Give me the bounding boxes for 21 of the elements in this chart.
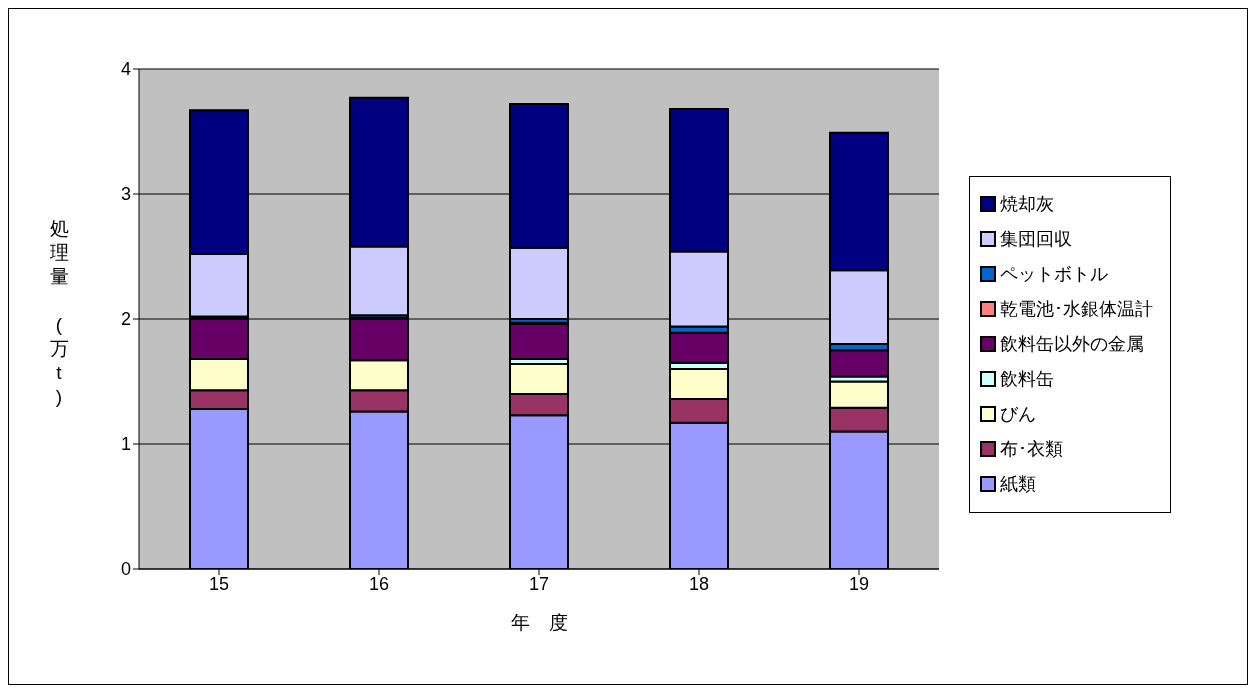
y-tick-label: 3 (120, 184, 131, 205)
x-tick-label: 15 (208, 573, 230, 594)
legend-label: 集団回収 (1000, 228, 1072, 251)
text: 処理量 (万t) (49, 218, 69, 407)
y-tick-label: 0 (120, 559, 131, 580)
x-tick-label: 19 (848, 573, 870, 594)
legend-label: びん (1000, 403, 1036, 426)
legend-label: ペットボトル (1000, 263, 1108, 286)
legend-label: 焼却灰 (1000, 193, 1054, 216)
legend-label: 飲料缶 (1000, 368, 1054, 391)
x-tick-label: 17 (528, 573, 550, 594)
x-tick-label: 16 (368, 573, 390, 594)
x-axis-title: 年 度 (510, 612, 568, 633)
legend-label: 紙類 (1000, 473, 1036, 496)
y-tick-label: 4 (120, 59, 131, 80)
x-tick-label: 18 (688, 573, 710, 594)
y-tick-label: 2 (120, 309, 131, 330)
legend-label: 乾電池･水銀体温計 (1000, 298, 1153, 321)
y-tick-label: 1 (120, 434, 131, 455)
legend-label: 布･衣類 (1000, 438, 1063, 461)
legend-label: 飲料缶以外の金属 (1000, 333, 1144, 356)
